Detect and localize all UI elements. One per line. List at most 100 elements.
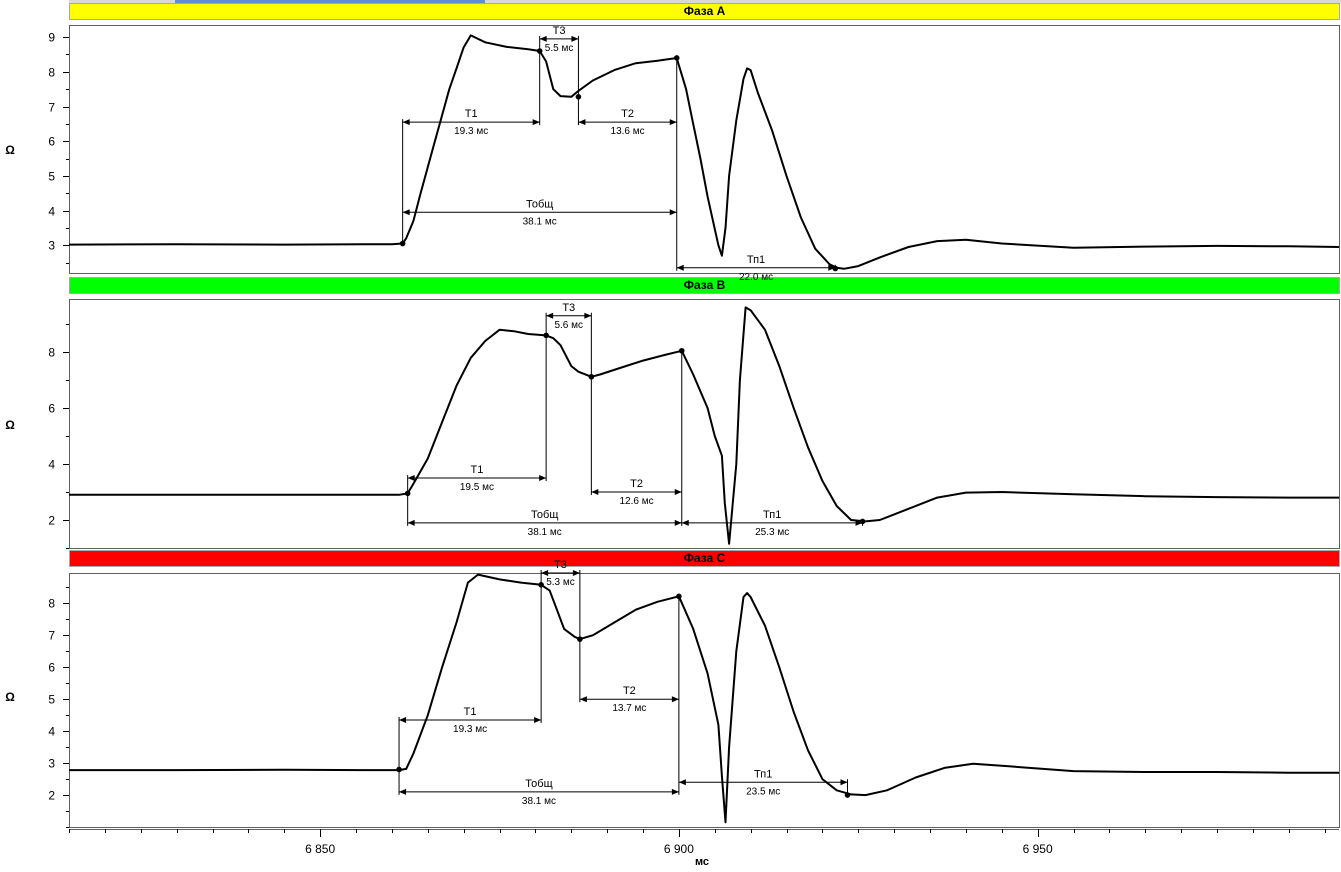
phase-c-marker-point (538, 582, 544, 588)
phase-b-resistance-curve (69, 306, 1339, 545)
x-tick-label: 6 950 (1023, 842, 1053, 856)
interval-arrow-right (669, 119, 677, 126)
interval-arrow-right (674, 489, 682, 496)
phase-c-interval-тп1: Тп1 23.5 мс (678, 768, 848, 797)
interval-arrow-left (578, 119, 586, 126)
interval-arrow-right (674, 519, 682, 526)
phase-a-marker-point (673, 55, 680, 61)
interval-arrow-left (676, 264, 684, 271)
phase-c-y-tick-label: 7 (48, 629, 55, 643)
phase-b-y-tick-label: 6 (48, 402, 55, 416)
interval-name-label: Тп1 (747, 254, 765, 266)
interval-arrow-left (402, 209, 410, 216)
interval-value-label: 22.0 мс (739, 272, 773, 283)
phase-b-marker-point (678, 347, 685, 354)
interval-arrow-right (584, 312, 592, 319)
interval-arrow-left (407, 519, 415, 526)
phase-b-interval-тп1: Тп1 25.3 мс (681, 509, 863, 538)
interval-arrow-left (399, 788, 407, 795)
interval-name-label: T3 (553, 25, 566, 37)
phase-a-y-tick-label: 8 (48, 66, 55, 80)
interval-value-label: 23.5 мс (746, 786, 780, 797)
interval-value-label: 5.6 мс (554, 320, 583, 331)
interval-name-label: T2 (621, 108, 634, 120)
interval-value-label: 19.5 мс (460, 482, 494, 493)
phase-c-resistance-curve (69, 573, 1339, 824)
phase-c-marker-point (577, 636, 583, 642)
interval-arrow-right (671, 788, 679, 795)
interval-name-label: T1 (470, 464, 483, 476)
phase-c-interval-тобщ: Тобщ 38.1 мс (399, 778, 679, 807)
phase-a-y-tick-label: 3 (48, 239, 55, 253)
phase-b-header: Фаза B (69, 277, 1340, 294)
phase-c-y-tick-label: 6 (48, 661, 55, 675)
phase-b-y-axis-label: Ω (5, 418, 15, 432)
interval-arrow-right (671, 696, 679, 703)
phase-a-y-tick-label: 6 (48, 135, 55, 149)
phase-c-marker-point (396, 766, 402, 773)
interval-arrow-right (828, 264, 836, 271)
interval-name-label: T2 (623, 685, 636, 697)
interval-name-label: Тп1 (754, 768, 772, 780)
phase-a-marker-point (399, 240, 406, 247)
interval-arrow-right (840, 779, 848, 786)
interval-value-label: 25.3 мс (755, 527, 789, 538)
interval-name-label: T3 (562, 302, 575, 314)
interval-value-label: 38.1 мс (522, 796, 556, 807)
interval-arrow-left (402, 119, 410, 126)
phase-b-marker-point (543, 332, 549, 339)
interval-arrow-left (681, 519, 689, 526)
phase-a-marker-point (536, 48, 543, 54)
interval-value-label: 13.6 мс (611, 126, 645, 137)
interval-arrow-right (532, 119, 540, 126)
phase-a-marker-point (832, 265, 839, 272)
phase-c-plot-frame (69, 573, 1340, 828)
interval-value-label: 5.3 мс (546, 577, 575, 588)
phase-c-marker-point (844, 792, 851, 798)
interval-value-label: 38.1 мс (523, 216, 557, 227)
phase-a-y-tick-label: 7 (48, 101, 55, 115)
top-scrollbar-strip (69, 0, 1341, 3)
phase-c-y-tick-label: 3 (48, 757, 55, 771)
phase-a-interval-t1: T1 19.3 мс (402, 108, 540, 137)
interval-arrow-right (572, 570, 580, 576)
phase-b-marker-point (588, 373, 595, 380)
interval-arrow-right (855, 519, 863, 526)
interval-value-label: 19.3 мс (453, 724, 487, 735)
phase-a-interval-тп1: Тп1 22.0 мс (676, 254, 836, 283)
interval-arrow-right (669, 209, 677, 216)
phase-b-y-tick-label: 4 (48, 458, 55, 472)
phase-b-y-tick-label: 8 (48, 346, 55, 360)
interval-value-label: 38.1 мс (528, 527, 562, 538)
interval-arrow-left (546, 312, 554, 319)
phase-c-interval-t1: T1 19.3 мс (399, 706, 542, 735)
interval-name-label: T3 (554, 559, 567, 571)
phase-a-y-axis-label: Ω (5, 143, 15, 157)
top-scrollbar-thumb[interactable] (175, 0, 485, 3)
phase-c-y-tick-label: 2 (48, 789, 55, 803)
x-tick-label: 6 900 (664, 842, 694, 856)
phase-c-header: Фаза C (69, 550, 1340, 567)
phase-c-y-axis-label: Ω (5, 690, 15, 704)
phase-c-y-tick-label: 4 (48, 725, 55, 739)
interval-arrow-right (539, 475, 547, 482)
interval-name-label: Тобщ (525, 778, 552, 790)
interval-value-label: 5.5 мс (545, 43, 574, 54)
interval-value-label: 19.3 мс (454, 126, 488, 137)
phase-c-interval-t2: T2 13.7 мс (579, 685, 679, 714)
interval-name-label: Тобщ (526, 198, 553, 210)
phase-b-marker-point (859, 518, 866, 525)
phase-c-y-tick-label: 5 (48, 693, 55, 707)
phase-a-resistance-curve (68, 34, 1340, 270)
phase-a-y-tick-label: 9 (48, 31, 55, 45)
phase-b-marker-point (404, 490, 411, 497)
interval-arrow-left (591, 489, 599, 496)
interval-arrow-left (407, 475, 415, 482)
interval-arrow-left (579, 696, 587, 703)
interval-value-label: 13.7 мс (612, 703, 646, 714)
phase-a-y-tick-label: 5 (48, 170, 55, 184)
interval-arrow-left (678, 779, 686, 786)
x-tick-label: 6 850 (305, 842, 335, 856)
phase-b-interval-тобщ: Тобщ 38.1 мс (407, 509, 682, 538)
